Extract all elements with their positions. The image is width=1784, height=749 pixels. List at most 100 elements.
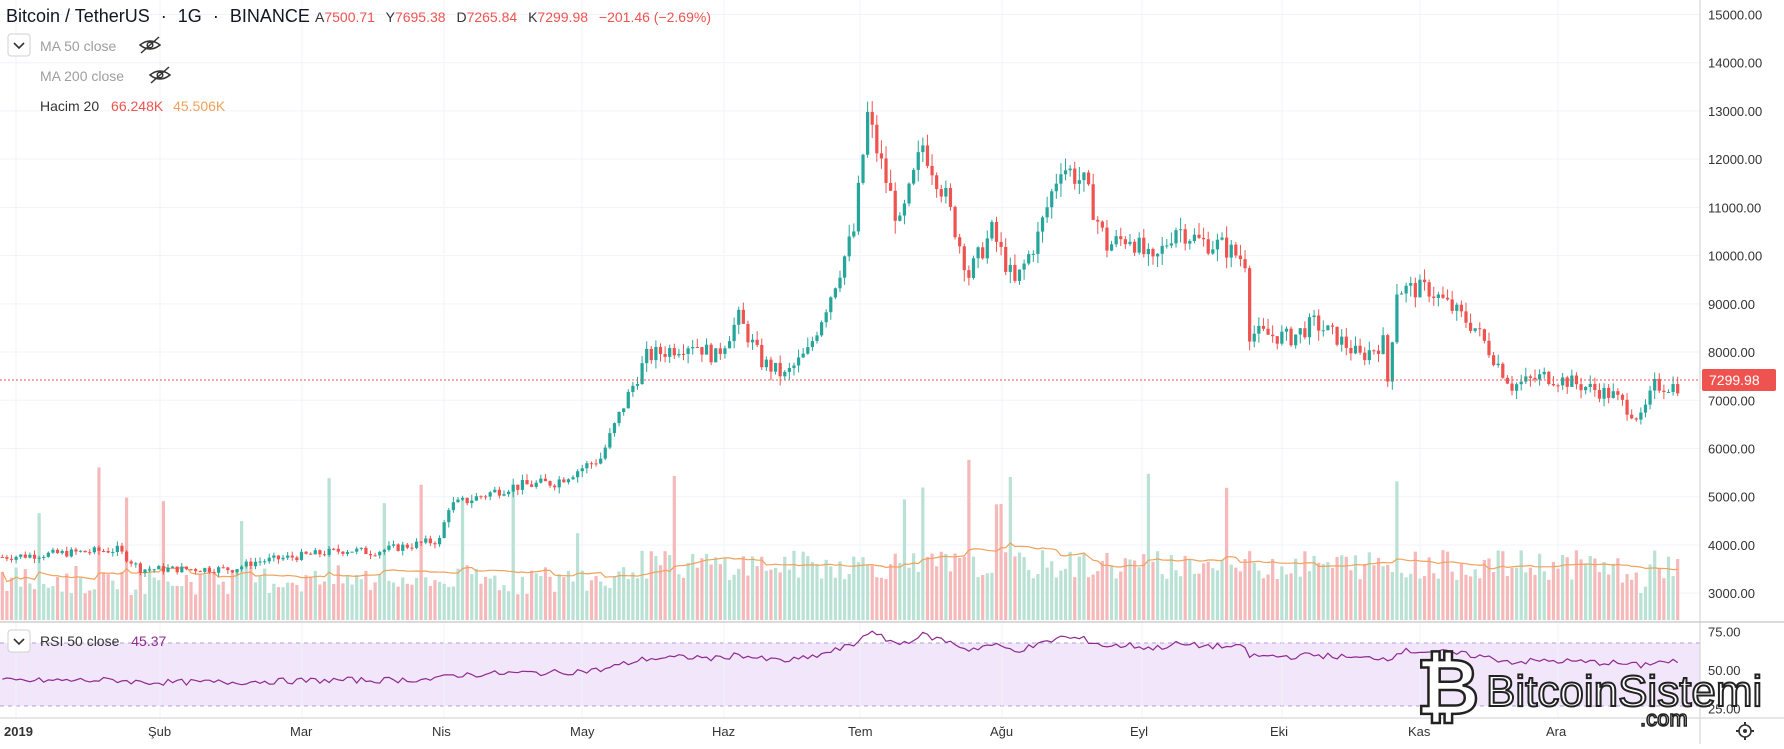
ma50-label[interactable]: MA 50 close	[40, 38, 116, 54]
volume-bar	[1353, 555, 1358, 620]
candle-body	[658, 346, 663, 355]
volume-bar	[1625, 574, 1629, 620]
candle-body	[138, 563, 142, 573]
volume-bar	[645, 578, 649, 620]
volume-bar	[189, 581, 193, 620]
volume-bar	[727, 579, 732, 620]
candle-body	[746, 323, 750, 343]
candle-body	[1206, 239, 1210, 254]
candle-body	[0, 557, 4, 559]
volume-bar	[1528, 567, 1533, 620]
candle-body	[19, 554, 23, 557]
rsi-legend[interactable]: RSI 50 close 45.37	[40, 633, 167, 649]
eye-off-icon[interactable]	[148, 66, 172, 84]
gear-icon[interactable]	[1736, 722, 1754, 740]
candle-body	[51, 549, 55, 553]
ma200-label[interactable]: MA 200 close	[40, 68, 124, 84]
candle-body	[580, 468, 584, 472]
volume-bar	[309, 576, 313, 620]
volume-bar	[1050, 561, 1054, 620]
volume-bar	[1220, 559, 1224, 620]
candle-body	[1100, 221, 1104, 228]
legend-collapse-button[interactable]	[7, 33, 31, 57]
candle-body	[263, 561, 267, 563]
eye-off-icon[interactable]	[138, 36, 162, 54]
candle-body	[1082, 172, 1086, 181]
volume-bar	[180, 586, 184, 620]
volume-bar	[732, 574, 736, 620]
candle-body	[1289, 328, 1293, 346]
volume-bar	[336, 565, 340, 620]
rsi-tick-label: 75.00	[1708, 625, 1741, 640]
candle-body	[244, 561, 248, 567]
candle-body	[1468, 322, 1473, 331]
high-label: Y	[386, 9, 396, 25]
volume-bar	[447, 587, 451, 620]
candle-body	[847, 236, 851, 257]
candle-body	[810, 341, 814, 348]
volume-bar	[253, 582, 258, 620]
candle-body	[1004, 246, 1008, 272]
volume-bar	[1045, 567, 1049, 620]
candle-body	[511, 484, 515, 492]
volume-bar	[967, 459, 971, 620]
volume-bar	[1321, 563, 1325, 620]
volume-bar	[332, 584, 336, 620]
candle-body	[534, 482, 538, 487]
volume-bar	[175, 585, 179, 620]
volume-bar	[405, 583, 409, 620]
candle-body	[88, 552, 92, 554]
candle-body	[700, 347, 704, 355]
volume-bar	[1607, 574, 1611, 620]
candle-body	[46, 552, 50, 557]
volume-bar	[994, 504, 999, 620]
candle-body	[313, 550, 317, 555]
volume-bar	[493, 575, 497, 620]
candle-body	[65, 550, 69, 557]
volume-legend[interactable]: Hacim 20 66.248K 45.506K	[40, 98, 226, 114]
candle-body	[1395, 294, 1399, 343]
candle-body	[953, 206, 957, 238]
volume-bars	[0, 459, 1680, 620]
volume-bar	[184, 574, 189, 620]
candle-body	[194, 569, 198, 572]
volume-bar	[14, 567, 18, 620]
candle-body	[1165, 245, 1169, 247]
candle-body	[1013, 264, 1017, 281]
volume-bar	[1367, 552, 1371, 620]
volume-bar	[1547, 579, 1551, 620]
candle-body	[1607, 387, 1611, 398]
volume-bar	[111, 580, 115, 620]
candle-body	[1077, 180, 1081, 184]
candle-body	[548, 481, 552, 486]
volume-bar	[258, 575, 262, 620]
candle-body	[930, 165, 934, 176]
volume-bar	[267, 593, 271, 620]
volume-bar	[1105, 552, 1109, 620]
volume-bar	[1657, 568, 1661, 620]
volume-bar	[1114, 578, 1118, 620]
rsi-collapse-button[interactable]	[7, 629, 31, 653]
volume-bar	[1533, 574, 1537, 620]
volume-bar	[539, 576, 543, 620]
candle-body	[1303, 328, 1307, 338]
candle-body	[428, 538, 432, 544]
volume-bar	[203, 574, 207, 620]
volume-bar	[1565, 557, 1569, 620]
volume-bar	[801, 551, 805, 620]
time-tick-label: Nis	[432, 724, 451, 739]
time-tick-label: 2019	[4, 724, 33, 739]
volume-bar	[1616, 558, 1620, 620]
candle-body	[451, 502, 455, 511]
candle-body	[1294, 334, 1298, 346]
volume-bar	[1455, 579, 1459, 620]
candle-body	[1229, 244, 1233, 258]
volume-bar	[658, 565, 663, 620]
candle-body	[1160, 245, 1164, 254]
volume-bar	[1036, 574, 1040, 620]
candle-body	[898, 215, 902, 221]
candle-body	[1372, 350, 1376, 352]
volume-bar	[368, 590, 373, 620]
candle-body	[32, 554, 37, 559]
candle-body	[1349, 347, 1353, 354]
